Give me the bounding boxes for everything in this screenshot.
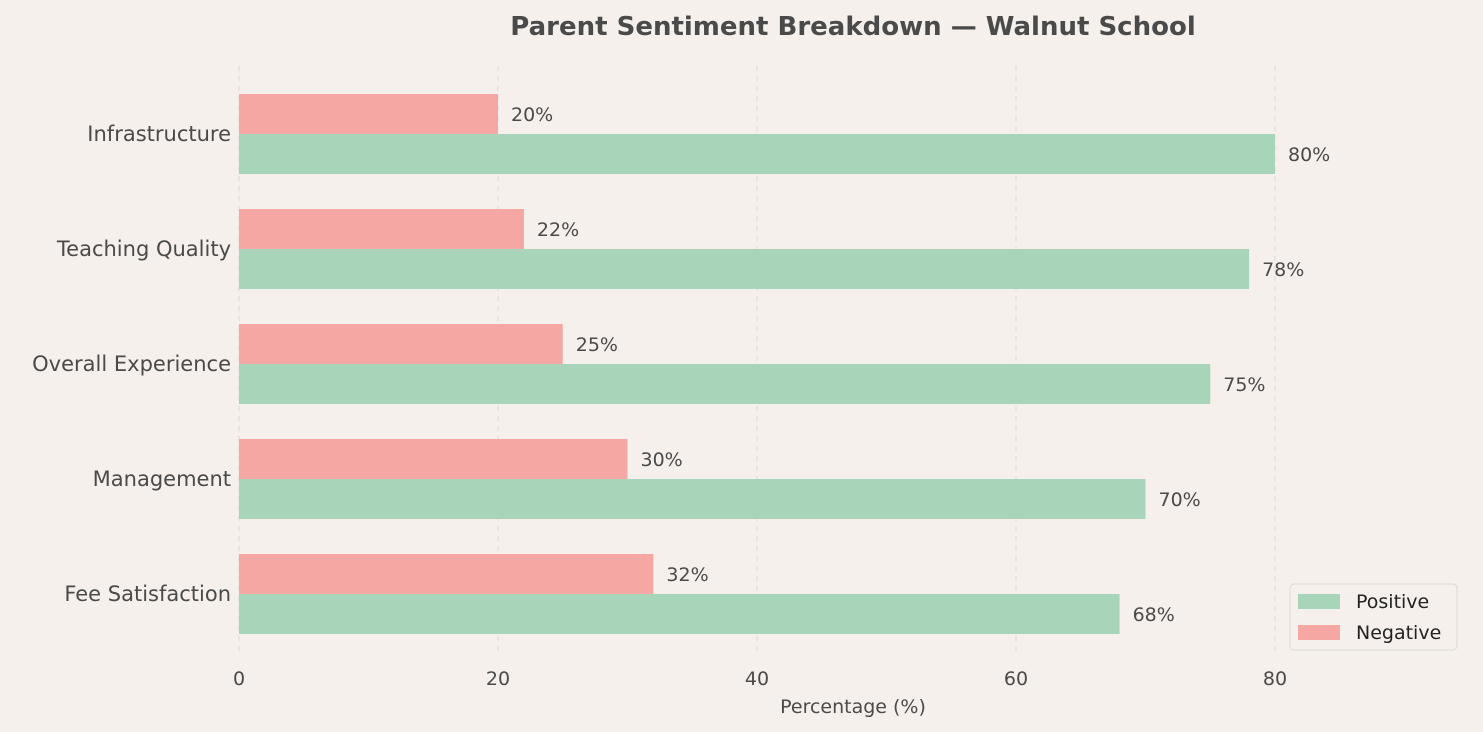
x-axis-label: Percentage (%) bbox=[780, 696, 926, 718]
bar-positive bbox=[239, 479, 1146, 519]
legend-swatch-negative bbox=[1298, 625, 1340, 640]
category-label: Overall Experience bbox=[32, 352, 231, 376]
bar-positive bbox=[239, 364, 1211, 404]
bar-negative-value-label: 25% bbox=[576, 334, 618, 356]
bar-positive bbox=[239, 134, 1275, 174]
legend-label-negative: Negative bbox=[1356, 622, 1441, 644]
bar-positive-value-label: 78% bbox=[1262, 259, 1304, 281]
bar-negative-value-label: 32% bbox=[666, 564, 708, 586]
x-tick-label-80: 80 bbox=[1263, 668, 1287, 690]
x-tick-label-0: 0 bbox=[233, 668, 245, 690]
legend-swatch-positive bbox=[1298, 594, 1340, 609]
bar-negative bbox=[239, 94, 498, 134]
bar-negative bbox=[239, 439, 628, 479]
bar-negative bbox=[239, 554, 654, 594]
label-layer: Infrastructure 20% 80% Teaching Quality 22% 7… bbox=[32, 104, 1330, 626]
chart-title: Parent Sentiment Breakdown — Walnut Scho… bbox=[510, 12, 1195, 42]
bar-positive-value-label: 80% bbox=[1288, 144, 1330, 166]
bar-positive-value-label: 75% bbox=[1223, 374, 1265, 396]
category-label: Infrastructure bbox=[87, 122, 231, 146]
legend-label-positive: Positive bbox=[1356, 591, 1429, 613]
category-label: Teaching Quality bbox=[56, 237, 231, 261]
bar-negative bbox=[239, 209, 524, 249]
bar-positive bbox=[239, 249, 1250, 289]
x-axis: 0 20 40 60 80 bbox=[233, 668, 1287, 690]
x-tick-label-60: 60 bbox=[1004, 668, 1028, 690]
x-tick-label-20: 20 bbox=[486, 668, 510, 690]
bar-positive bbox=[239, 594, 1120, 634]
category-label: Fee Satisfaction bbox=[64, 582, 231, 606]
bar-positive-value-label: 70% bbox=[1159, 489, 1201, 511]
bar-negative-value-label: 20% bbox=[511, 104, 553, 126]
bar-negative bbox=[239, 324, 563, 364]
bar-positive-value-label: 68% bbox=[1133, 604, 1175, 626]
category-label: Management bbox=[93, 467, 231, 491]
bar-negative-value-label: 30% bbox=[641, 449, 683, 471]
x-tick-label-40: 40 bbox=[745, 668, 769, 690]
bar-negative-value-label: 22% bbox=[537, 219, 579, 241]
bar-layer bbox=[239, 94, 1275, 634]
legend: Positive Negative bbox=[1289, 583, 1458, 651]
